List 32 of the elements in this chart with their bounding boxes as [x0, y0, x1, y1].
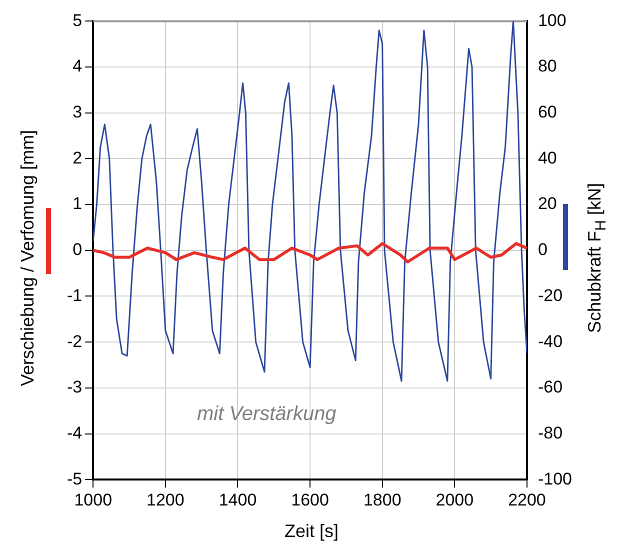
x-tick-label: 1400	[218, 490, 257, 510]
y-tick-label: -2	[66, 332, 82, 351]
x-tick-label: 2000	[436, 490, 474, 510]
y-tick-label: 4	[72, 56, 82, 76]
y2-tick-label: -100	[538, 469, 572, 488]
y2-tick-label: -40	[538, 332, 563, 351]
x-tick-label: 1800	[363, 490, 402, 510]
y2-tick-label: -60	[538, 378, 563, 397]
y-tick-label: -3	[66, 378, 82, 397]
y-tick-label: 1	[72, 194, 82, 214]
x-tick-label: 2200	[508, 490, 546, 510]
y2-tick-label: 40	[538, 148, 557, 168]
y2-tick-label: 100	[538, 10, 566, 30]
y2-tick-label: -20	[538, 286, 563, 305]
y-tick-label: 3	[72, 102, 82, 122]
y-tick-label: -4	[66, 423, 82, 442]
y-tick-label: 5	[72, 10, 82, 30]
y-tick-label: 0	[72, 240, 82, 260]
y2-tick-label: 0	[538, 240, 548, 260]
x-tick-label: 1600	[291, 490, 329, 510]
y-tick-label: -1	[66, 286, 82, 305]
y2-tick-label: -80	[538, 423, 563, 442]
y-axis-title: Verschiebung / Verfomung [mm]	[18, 130, 38, 386]
annotation: mit Verstärkung	[197, 403, 336, 426]
x-tick-label: 1200	[146, 490, 184, 510]
x-tick-label: 1000	[74, 490, 112, 510]
y-tick-label: -5	[66, 469, 82, 488]
y-tick-label: 2	[72, 148, 82, 168]
y2-tick-label: 20	[538, 194, 557, 214]
y2-tick-label: 80	[538, 56, 557, 76]
y2-tick-label: 60	[538, 102, 557, 122]
x-axis-title: Zeit [s]	[284, 521, 339, 542]
